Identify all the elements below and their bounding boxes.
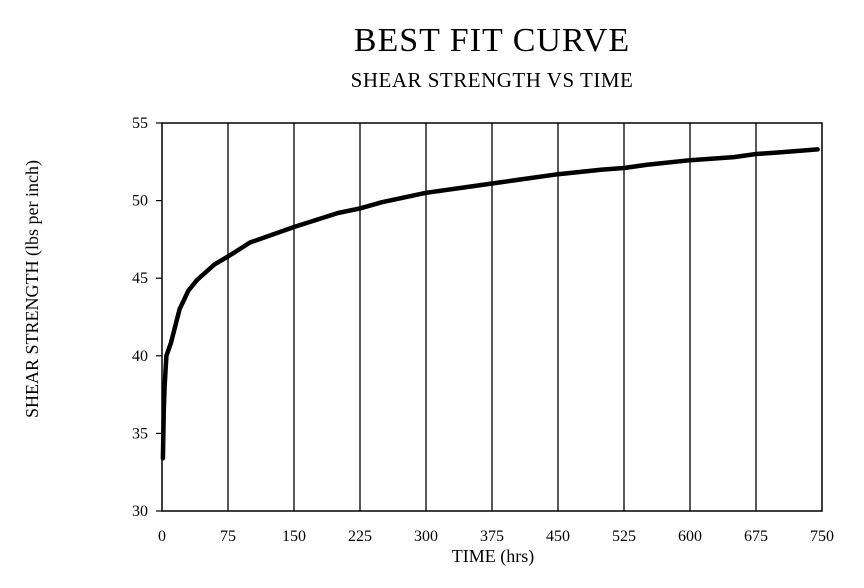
chart-subtitle: SHEAR STRENGTH VS TIME: [350, 68, 634, 92]
y-axis-label: SHEAR STRENGTH (lbs per inch): [22, 160, 43, 418]
y-tick-label: 55: [132, 115, 148, 132]
x-tick-label: 375: [480, 528, 504, 545]
x-tick-label: 0: [158, 528, 166, 545]
y-tick-label: 45: [132, 270, 148, 287]
x-tick-label: 300: [414, 528, 438, 545]
x-tick-label: 600: [678, 528, 702, 545]
y-tick-label: 40: [132, 348, 148, 365]
x-tick-label: 750: [810, 528, 834, 545]
grid-lines: [227, 123, 757, 511]
y-axis-ticks: 30 35 40 45 50 55: [132, 115, 162, 520]
x-tick-label: 150: [282, 528, 306, 545]
x-axis-ticks: 0 75 150 225 300 375 450 525 600 675 750: [158, 528, 834, 545]
y-tick-label: 50: [132, 193, 148, 210]
series-line: [160, 147, 820, 461]
x-tick-label: 450: [546, 528, 570, 545]
x-tick-label: 225: [348, 528, 372, 545]
x-tick-label: 75: [220, 528, 236, 545]
y-tick-label: 35: [132, 425, 148, 442]
chart-title: BEST FIT CURVE: [353, 22, 631, 59]
series-group: [160, 147, 820, 461]
y-tick-label: 30: [132, 503, 148, 520]
x-tick-label: 675: [744, 528, 768, 545]
x-tick-label: 525: [612, 528, 636, 545]
x-axis-label: TIME (hrs): [452, 546, 534, 567]
